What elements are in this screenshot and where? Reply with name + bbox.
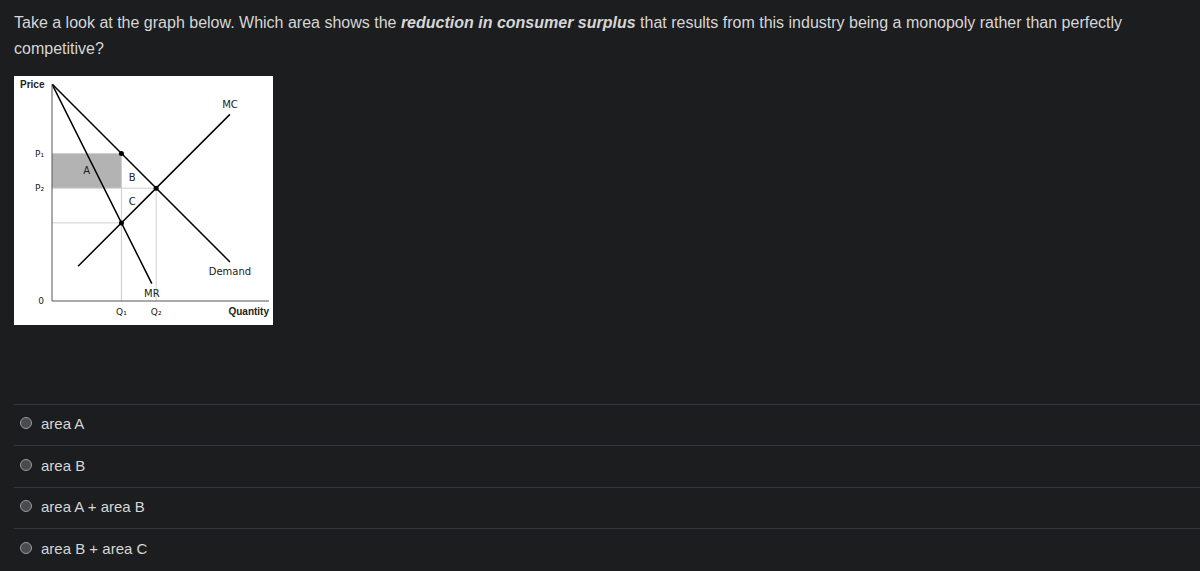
svg-text:Demand: Demand bbox=[209, 266, 251, 277]
svg-text:MC: MC bbox=[222, 99, 238, 110]
svg-text:B: B bbox=[129, 172, 136, 183]
svg-text:0: 0 bbox=[38, 296, 44, 306]
html-text:area A: area A bbox=[41, 414, 85, 432]
svg-text:A: A bbox=[83, 165, 90, 176]
html-text:area B + area C: area B + area C bbox=[41, 539, 148, 557]
svg-text:MR: MR bbox=[144, 288, 160, 299]
html-text:area A + area B: area A + area B bbox=[41, 497, 145, 515]
html-text:area B: area B bbox=[41, 456, 86, 474]
svg-text:C: C bbox=[129, 196, 136, 207]
svg-text:Price: Price bbox=[20, 79, 45, 90]
svg-text:P₂: P₂ bbox=[35, 183, 44, 193]
svg-text:Quantity: Quantity bbox=[228, 306, 269, 317]
html-text:Take a look at the graph below: Take a look at the graph below. Which ar… bbox=[14, 14, 1123, 57]
svg-text:Q₁: Q₁ bbox=[116, 307, 127, 317]
svg-text:P₁: P₁ bbox=[35, 149, 44, 159]
svg-text:Q₂: Q₂ bbox=[151, 307, 162, 317]
